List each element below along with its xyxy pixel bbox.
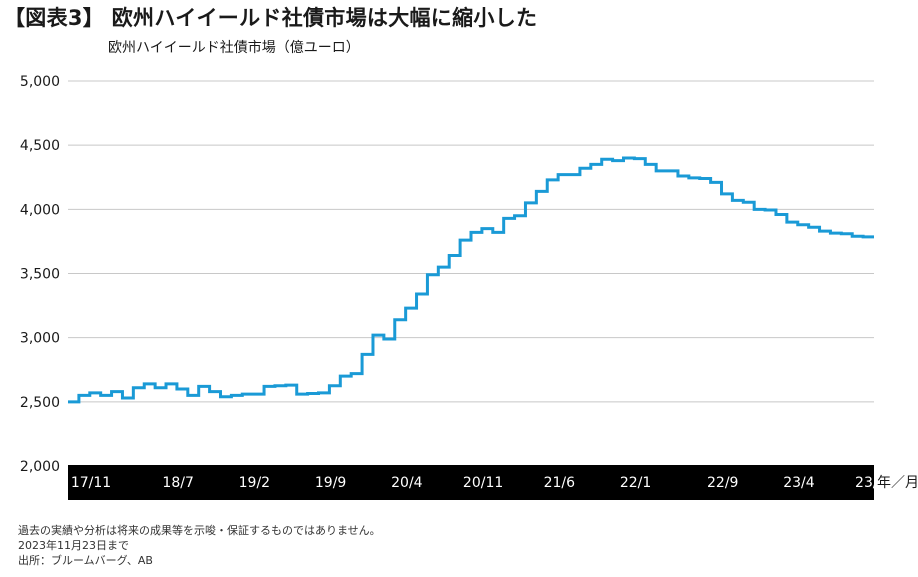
source-note: 出所：ブルームバーグ、AB <box>18 554 153 567</box>
x-tick-label: 19/2 <box>239 475 270 491</box>
x-tick-label: 22/1 <box>620 475 651 491</box>
chart-subtitle: 欧州ハイイールド社債市場（億ユーロ） <box>108 40 360 56</box>
x-tick-label: 18/7 <box>162 475 193 491</box>
y-tick-label: 4,500 <box>20 138 60 154</box>
footnotes: 過去の実績や分析は将来の成果等を示唆・保証するものではありません。 2023年1… <box>18 523 381 568</box>
y-tick-label: 5,000 <box>20 74 60 90</box>
y-tick-label: 2,500 <box>20 395 60 411</box>
y-axis-labels: 2,000 2,500 3,000 3,500 4,000 4,500 5,000 <box>20 74 60 475</box>
disclaimer-note: 過去の実績や分析は将来の成果等を示唆・保証するものではありません。 <box>18 524 381 537</box>
x-tick-label: 21/6 <box>544 475 576 491</box>
y-tick-label: 2,000 <box>20 459 60 475</box>
high-yield-market-chart: 2,000 2,500 3,000 3,500 4,000 4,500 5,000 17/1… <box>20 74 918 500</box>
y-tick-label: 3,500 <box>20 267 60 283</box>
x-axis-band <box>68 465 874 500</box>
x-tick-label: 19/9 <box>315 475 346 491</box>
x-tick-label: 17/11 <box>71 475 111 491</box>
x-tick-label: 20/4 <box>391 475 423 491</box>
series-line <box>68 156 874 404</box>
x-axis-unit-label: 年／月 <box>877 475 918 491</box>
gridlines <box>68 80 874 403</box>
date-note: 2023年11月23日まで <box>18 539 129 552</box>
x-tick-label: 22/9 <box>707 475 738 491</box>
x-tick-label: 23/11 <box>855 475 895 491</box>
x-tick-label: 23/4 <box>783 475 815 491</box>
y-tick-label: 4,000 <box>20 202 60 218</box>
x-tick-label: 20/11 <box>463 475 503 491</box>
page-title: 【図表3】 欧州ハイイールド社債市場は大幅に縮小した <box>4 6 538 30</box>
x-axis-labels: 17/11 18/7 19/2 19/9 20/4 20/11 21/6 22/1 22/9 23… <box>71 475 896 491</box>
y-tick-label: 3,000 <box>20 331 60 347</box>
